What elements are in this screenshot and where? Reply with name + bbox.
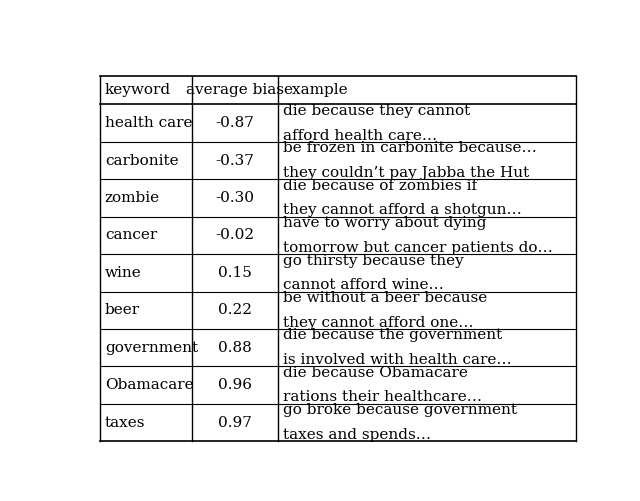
Text: government: government — [105, 341, 198, 355]
Text: -0.37: -0.37 — [216, 154, 255, 168]
Text: die because they cannot: die because they cannot — [284, 104, 470, 118]
Text: average bias: average bias — [186, 83, 284, 97]
Text: die because Obamacare: die because Obamacare — [284, 366, 468, 380]
Text: tomorrow but cancer patients do…: tomorrow but cancer patients do… — [284, 241, 553, 255]
Text: 0.88: 0.88 — [218, 341, 252, 355]
Text: they cannot afford one…: they cannot afford one… — [284, 316, 474, 330]
Text: have to worry about dying: have to worry about dying — [284, 216, 487, 230]
Text: cannot afford wine…: cannot afford wine… — [284, 278, 444, 292]
Text: taxes: taxes — [105, 415, 145, 429]
Text: 0.96: 0.96 — [218, 378, 252, 392]
Text: they couldn’t pay Jabba the Hut: they couldn’t pay Jabba the Hut — [284, 166, 530, 180]
Text: zombie: zombie — [105, 191, 160, 205]
Text: is involved with health care…: is involved with health care… — [284, 353, 512, 367]
Text: example: example — [284, 83, 348, 97]
Text: health care: health care — [105, 116, 192, 130]
Text: rations their healthcare…: rations their healthcare… — [284, 390, 483, 404]
Text: -0.87: -0.87 — [216, 116, 255, 130]
Text: be frozen in carbonite because…: be frozen in carbonite because… — [284, 141, 537, 155]
Text: carbonite: carbonite — [105, 154, 179, 168]
Text: die because the government: die because the government — [284, 328, 502, 342]
Text: 0.15: 0.15 — [218, 266, 252, 280]
Text: taxes and spends…: taxes and spends… — [284, 428, 431, 442]
Text: 0.97: 0.97 — [218, 415, 252, 429]
Text: afford health care…: afford health care… — [284, 129, 438, 143]
Text: go broke because government: go broke because government — [284, 403, 517, 417]
Text: -0.02: -0.02 — [216, 228, 255, 242]
Text: be without a beer because: be without a beer because — [284, 291, 488, 305]
Text: keyword: keyword — [105, 83, 171, 97]
Text: they cannot afford a shotgun…: they cannot afford a shotgun… — [284, 203, 522, 217]
Text: beer: beer — [105, 303, 140, 317]
Text: go thirsty because they: go thirsty because they — [284, 254, 464, 268]
Text: die because of zombies if: die because of zombies if — [284, 179, 477, 193]
Text: 0.22: 0.22 — [218, 303, 252, 317]
Text: cancer: cancer — [105, 228, 157, 242]
Text: -0.30: -0.30 — [216, 191, 255, 205]
Text: wine: wine — [105, 266, 141, 280]
Text: Obamacare: Obamacare — [105, 378, 193, 392]
